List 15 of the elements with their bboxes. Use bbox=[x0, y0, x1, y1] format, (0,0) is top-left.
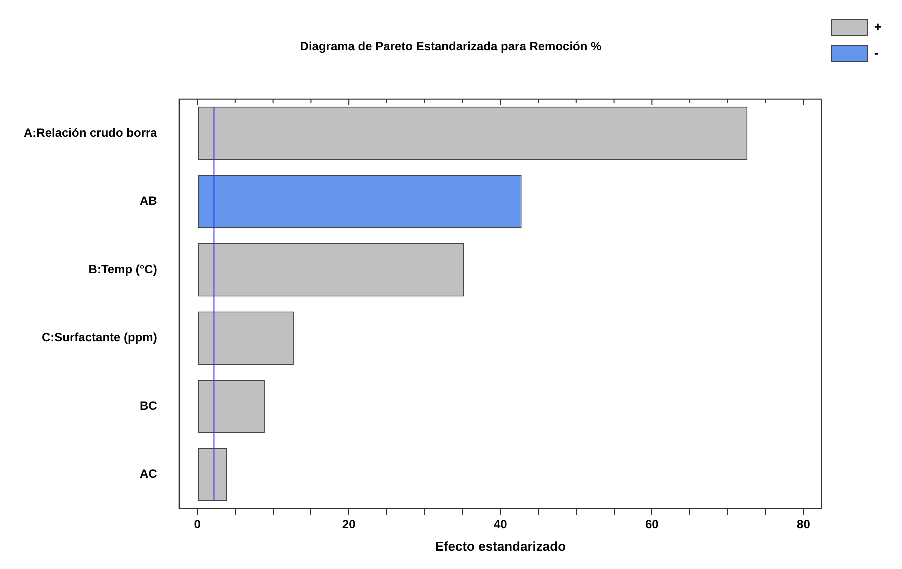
x-tick-label: 60 bbox=[645, 518, 660, 532]
x-axis-title: Efecto estandarizado bbox=[435, 538, 566, 554]
y-tick-label: A:Relación crudo borra bbox=[24, 126, 158, 140]
legend-label: + bbox=[874, 20, 882, 35]
y-tick-label: C:Surfactante (ppm) bbox=[42, 330, 158, 345]
y-tick-label: BC bbox=[140, 398, 158, 413]
x-tick-label: 0 bbox=[194, 518, 202, 532]
legend-label: - bbox=[874, 46, 879, 61]
y-tick-label: B:Temp (°C) bbox=[88, 262, 158, 276]
y-tick-label: AB bbox=[140, 194, 158, 208]
y-tick-label: AC bbox=[140, 467, 158, 482]
x-tick-label: 20 bbox=[342, 518, 356, 532]
x-tick-label: 80 bbox=[797, 518, 811, 532]
x-tick-label: 40 bbox=[494, 518, 508, 532]
chart-title: Diagrama de Pareto Estandarizada para Remoción % bbox=[300, 40, 602, 54]
